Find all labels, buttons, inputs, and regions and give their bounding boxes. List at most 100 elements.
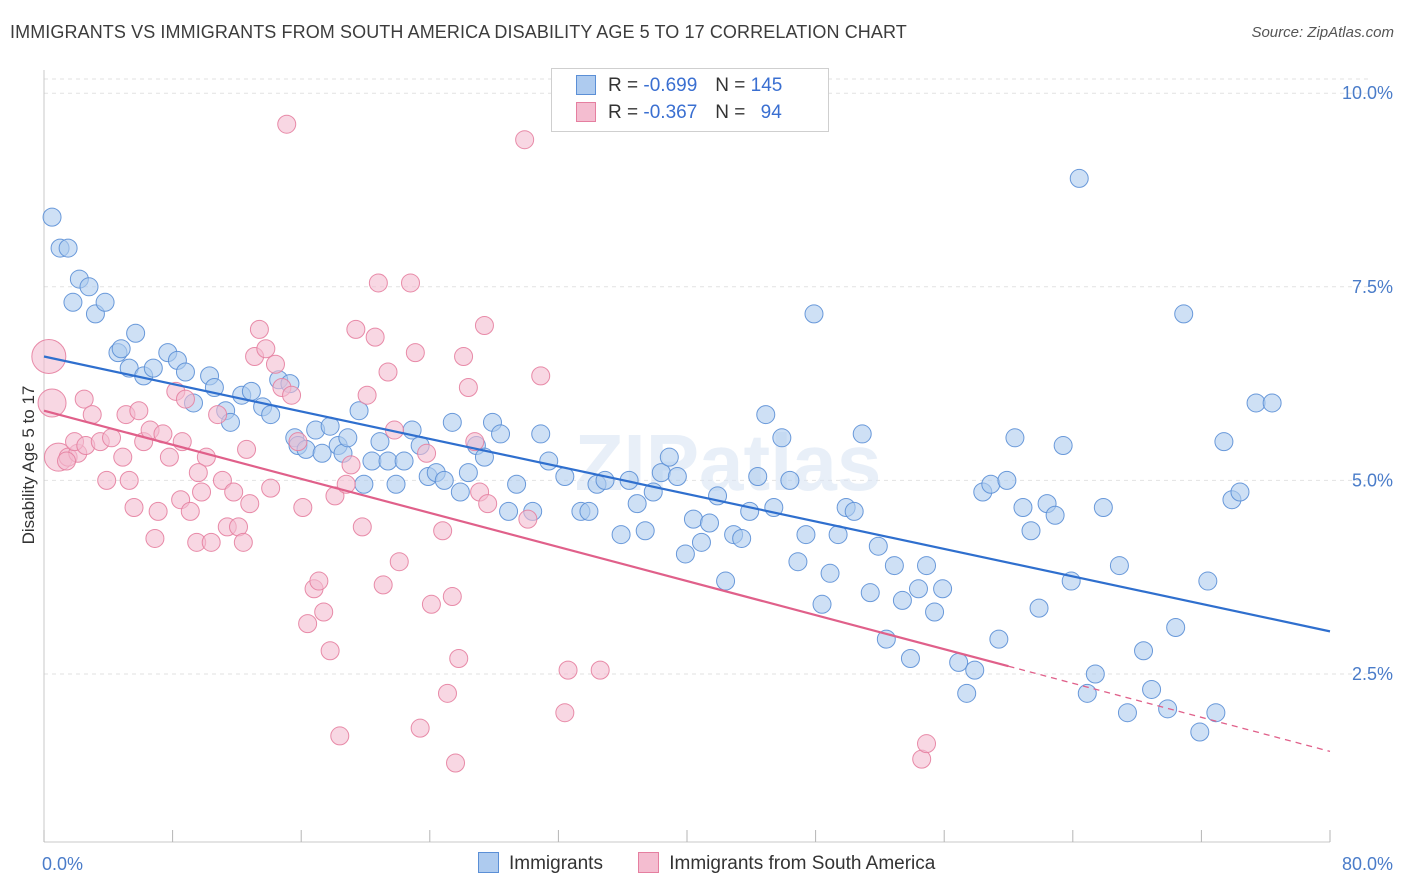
point-immigrants bbox=[860, 583, 880, 603]
legend-swatch-immigrants bbox=[576, 75, 596, 95]
trend-lines bbox=[43, 355, 1331, 753]
point-south-america bbox=[293, 497, 313, 517]
point-south-america bbox=[352, 517, 372, 537]
point-south-america bbox=[357, 385, 377, 405]
point-south-america bbox=[233, 532, 253, 552]
y-tick-label: 5.0% bbox=[1352, 470, 1393, 490]
point-immigrants bbox=[143, 358, 163, 378]
x-tick-label: 0.0% bbox=[42, 854, 83, 874]
legend-label-immigrants: Immigrants bbox=[509, 853, 603, 874]
point-south-america bbox=[515, 130, 535, 150]
legend-label-south-america: Immigrants from South America bbox=[669, 853, 936, 874]
point-immigrants bbox=[900, 648, 920, 668]
point-immigrants bbox=[1053, 436, 1073, 456]
point-south-america bbox=[57, 451, 77, 471]
point-immigrants bbox=[788, 552, 808, 572]
point-immigrants bbox=[989, 629, 1009, 649]
point-south-america bbox=[192, 482, 212, 502]
point-immigrants bbox=[820, 563, 840, 583]
point-south-america bbox=[97, 470, 117, 490]
legend-row-south-america: R = -0.367 N = 94 bbox=[576, 102, 782, 128]
point-south-america bbox=[175, 389, 195, 409]
point-immigrants bbox=[1246, 393, 1266, 413]
point-south-america bbox=[124, 497, 144, 517]
point-south-america bbox=[265, 354, 285, 374]
point-immigrants bbox=[884, 556, 904, 576]
point-immigrants bbox=[1262, 393, 1282, 413]
point-south-america bbox=[437, 683, 457, 703]
point-immigrants bbox=[804, 304, 824, 324]
point-immigrants bbox=[491, 424, 511, 444]
point-south-america bbox=[373, 575, 393, 595]
point-south-america bbox=[148, 501, 168, 521]
point-immigrants bbox=[611, 525, 631, 545]
point-immigrants bbox=[241, 381, 261, 401]
point-immigrants bbox=[79, 277, 99, 297]
point-immigrants bbox=[1077, 683, 1097, 703]
point-south-america bbox=[531, 366, 551, 386]
point-south-america bbox=[102, 428, 122, 448]
point-immigrants bbox=[732, 528, 752, 548]
point-immigrants bbox=[772, 428, 792, 448]
y-tick-label: 2.5% bbox=[1352, 664, 1393, 684]
point-immigrants bbox=[58, 238, 78, 258]
n-label: N = bbox=[715, 102, 746, 123]
point-immigrants bbox=[1198, 571, 1218, 591]
point-south-america bbox=[298, 614, 318, 634]
point-south-america bbox=[119, 470, 139, 490]
point-immigrants bbox=[507, 474, 527, 494]
point-south-america bbox=[180, 501, 200, 521]
point-immigrants bbox=[997, 470, 1017, 490]
point-immigrants bbox=[868, 536, 888, 556]
point-immigrants bbox=[780, 470, 800, 490]
point-immigrants bbox=[1134, 641, 1154, 661]
y-tick-label: 10.0% bbox=[1342, 83, 1393, 103]
point-south-america bbox=[145, 528, 165, 548]
point-south-america bbox=[433, 521, 453, 541]
point-immigrants bbox=[362, 451, 382, 471]
point-south-america bbox=[410, 718, 430, 738]
point-south-america bbox=[365, 327, 385, 347]
point-south-america bbox=[465, 432, 485, 452]
point-immigrants bbox=[675, 544, 695, 564]
point-south-america bbox=[212, 470, 232, 490]
point-immigrants bbox=[716, 571, 736, 591]
point-immigrants bbox=[981, 474, 1001, 494]
point-immigrants bbox=[1085, 664, 1105, 684]
point-immigrants bbox=[1206, 703, 1226, 723]
point-immigrants bbox=[579, 501, 599, 521]
point-immigrants bbox=[1117, 703, 1137, 723]
point-immigrants bbox=[1174, 304, 1194, 324]
point-immigrants bbox=[1029, 598, 1049, 618]
grid-lines bbox=[44, 78, 1370, 675]
point-immigrants bbox=[531, 424, 551, 444]
x-tick-label: 80.0% bbox=[1342, 854, 1393, 874]
legend-item-south-america[interactable]: Immigrants from South America bbox=[638, 852, 935, 875]
point-south-america bbox=[224, 482, 244, 502]
point-immigrants bbox=[796, 525, 816, 545]
legend-item-immigrants[interactable]: Immigrants bbox=[478, 852, 603, 875]
r-label: R = bbox=[608, 75, 639, 96]
point-south-america bbox=[249, 319, 269, 339]
point-immigrants bbox=[539, 451, 559, 471]
point-south-america bbox=[314, 602, 334, 622]
point-immigrants bbox=[95, 292, 115, 312]
point-immigrants bbox=[312, 443, 332, 463]
point-immigrants bbox=[394, 451, 414, 471]
point-south-america bbox=[518, 509, 538, 529]
point-south-america bbox=[389, 552, 409, 572]
point-immigrants bbox=[908, 579, 928, 599]
point-immigrants bbox=[175, 362, 195, 382]
point-south-america bbox=[442, 587, 462, 607]
point-immigrants bbox=[957, 683, 977, 703]
n-label: N = bbox=[715, 75, 746, 96]
point-south-america bbox=[237, 439, 257, 459]
r-value: -0.367 bbox=[643, 102, 698, 123]
point-immigrants bbox=[1230, 482, 1250, 502]
point-south-america bbox=[188, 463, 208, 483]
r-value: -0.699 bbox=[643, 75, 698, 96]
correlation-legend: R = -0.699 N = 145 R = -0.367 N = 94 bbox=[551, 68, 829, 132]
axes bbox=[43, 70, 1331, 843]
point-immigrants bbox=[1166, 618, 1186, 638]
point-immigrants bbox=[354, 474, 374, 494]
